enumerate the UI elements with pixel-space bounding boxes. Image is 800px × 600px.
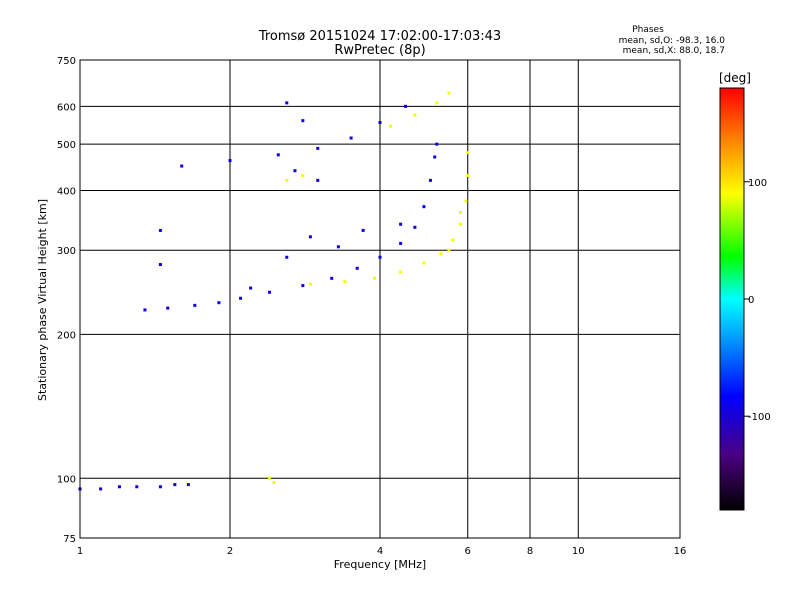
data-point	[447, 248, 451, 252]
colorbar-tick-label: -100	[748, 412, 771, 423]
colorbar	[719, 87, 745, 511]
colorbar-tick-label: 100	[748, 178, 767, 189]
data-point	[439, 252, 443, 256]
data-point	[285, 101, 289, 105]
data-point	[349, 136, 353, 140]
data-point	[435, 101, 439, 105]
data-point	[239, 296, 243, 300]
x-tick-label: 4	[377, 546, 383, 557]
y-tick-label: 400	[57, 186, 76, 197]
data-point	[180, 164, 184, 168]
colorbar-tick-label: 0	[748, 295, 754, 306]
data-point	[399, 241, 403, 245]
data-point	[378, 121, 382, 125]
data-point	[336, 245, 340, 249]
data-point	[458, 210, 462, 214]
data-point	[378, 255, 382, 259]
plot-frame	[79, 59, 681, 539]
data-point	[117, 485, 121, 489]
stats-heading: Phases	[632, 25, 664, 35]
data-point	[343, 280, 347, 284]
y-tick-label: 500	[57, 140, 76, 151]
data-point	[158, 228, 162, 232]
x-tick-label: 1	[77, 546, 83, 557]
data-point	[447, 91, 451, 95]
data-point	[422, 261, 426, 265]
data-point	[389, 124, 393, 128]
data-point	[433, 155, 437, 159]
data-point	[301, 173, 305, 177]
data-point	[158, 263, 162, 267]
data-point	[267, 290, 271, 294]
data-point	[316, 146, 320, 150]
data-point	[276, 153, 280, 157]
data-point	[403, 104, 407, 108]
colorbar-label: [deg]	[719, 71, 751, 85]
data-point	[308, 282, 312, 286]
data-point	[166, 306, 170, 310]
data-point	[458, 222, 462, 226]
data-point	[143, 308, 147, 312]
data-point	[228, 159, 232, 163]
data-point	[464, 199, 468, 203]
y-tick-label: 750	[57, 56, 76, 67]
data-point	[249, 286, 253, 290]
data-point	[435, 142, 439, 146]
data-point	[330, 276, 334, 280]
data-point	[451, 238, 455, 242]
y-axis: 75 100 200 300 400 500 600 750	[57, 56, 76, 545]
x-tick-label: 10	[572, 546, 585, 557]
data-point	[413, 225, 417, 229]
chart-subtitle: RwPretec (8p)	[334, 43, 425, 58]
data-point	[186, 483, 190, 487]
data-point	[135, 485, 139, 489]
y-axis-label: Stationary phase Virtual Height [km]	[36, 199, 49, 401]
data-point	[466, 173, 470, 177]
data-point	[267, 476, 271, 480]
data-point	[217, 301, 221, 305]
data-point	[301, 284, 305, 288]
x-tick-label: 8	[527, 546, 533, 557]
stats-x-line: mean, sd,X: 88.0, 18.7	[623, 46, 725, 56]
colorbar-ticks: 100 0 -100	[744, 178, 771, 423]
y-tick-label: 75	[63, 534, 76, 545]
data-point	[428, 178, 432, 182]
data-point	[99, 487, 103, 491]
stats-o-line: mean, sd,O: -98.3, 16.0	[619, 36, 726, 46]
data-point	[373, 276, 377, 280]
y-tick-label: 100	[57, 474, 76, 485]
data-point	[272, 480, 276, 484]
data-point	[422, 205, 426, 209]
x-axis-label: Frequency [MHz]	[334, 558, 426, 571]
grid-lines	[80, 60, 680, 538]
x-tick-label: 6	[465, 546, 471, 557]
data-point	[285, 255, 289, 259]
data-point	[361, 228, 365, 232]
x-tick-label: 2	[227, 546, 233, 557]
chart-title: Tromsø 20151024 17:02:00-17:03:43	[258, 29, 501, 44]
data-point	[301, 119, 305, 123]
data-point	[316, 178, 320, 182]
y-tick-label: 200	[57, 330, 76, 341]
x-tick-label: 16	[674, 546, 687, 557]
data-point	[413, 113, 417, 117]
data-point	[399, 270, 403, 274]
data-points	[78, 91, 470, 491]
data-point	[173, 483, 177, 487]
data-point	[193, 303, 197, 307]
data-point	[293, 169, 297, 173]
y-tick-label: 600	[57, 102, 76, 113]
y-tick-label: 300	[57, 246, 76, 257]
x-axis: 1 2 4 6 8 10 16	[77, 546, 687, 557]
data-point	[158, 485, 162, 489]
data-point	[285, 178, 289, 182]
data-point	[308, 235, 312, 239]
data-point	[399, 222, 403, 226]
data-point	[466, 151, 470, 155]
data-point	[355, 266, 359, 270]
